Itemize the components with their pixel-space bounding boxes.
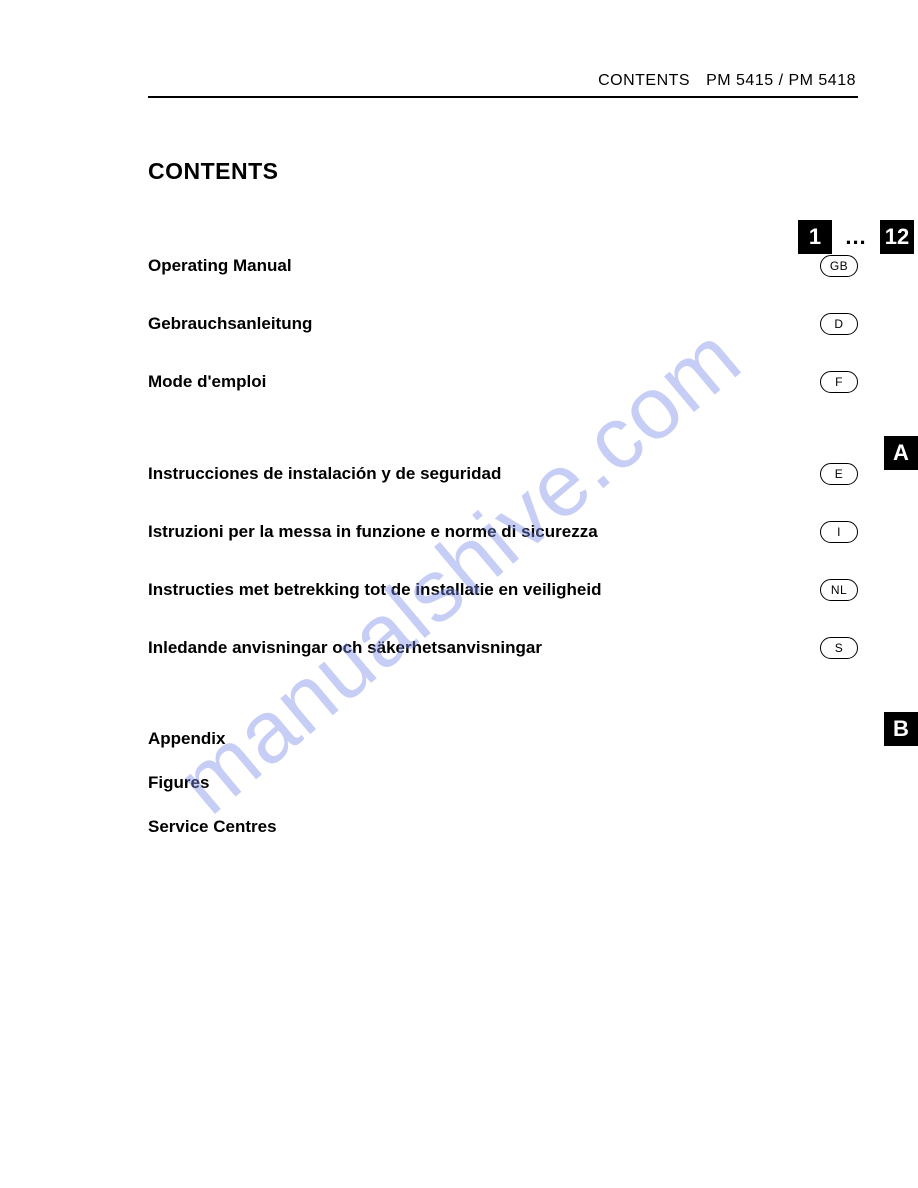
appendix-item: Figures xyxy=(148,773,858,793)
contents-row: Operating Manual GB xyxy=(148,255,858,277)
tab-letter: B xyxy=(884,712,918,746)
contents-row: Instructies met betrekking tot de instal… xyxy=(148,579,858,601)
tab-letter: A xyxy=(884,436,918,470)
section-tab-b: B xyxy=(798,712,918,746)
contents-label: Instrucciones de instalación y de seguri… xyxy=(148,464,501,484)
contents-row: Istruzioni per la messa in funzione e no… xyxy=(148,521,858,543)
contents-label: Gebrauchsanleitung xyxy=(148,314,312,334)
lang-badge: D xyxy=(820,313,858,335)
page-title: CONTENTS xyxy=(148,158,858,185)
header-label: CONTENTS xyxy=(598,72,690,90)
page-range-tab: 1 ... 12 xyxy=(798,220,918,254)
contents-label: Instructies met betrekking tot de instal… xyxy=(148,580,601,600)
lang-badge: F xyxy=(820,371,858,393)
contents-list: Operating Manual GB Gebrauchsanleitung D… xyxy=(148,255,858,837)
section-tab-a: A xyxy=(798,436,918,470)
lang-badge: I xyxy=(820,521,858,543)
appendix-item: Service Centres xyxy=(148,817,858,837)
contents-label: Mode d'emploi xyxy=(148,372,266,392)
lang-badge: NL xyxy=(820,579,858,601)
contents-row: Mode d'emploi F xyxy=(148,371,858,393)
page-to-tab: 12 xyxy=(880,220,914,254)
contents-row: Inledande anvisningar och säkerhetsanvis… xyxy=(148,637,858,659)
appendix-item: Appendix xyxy=(148,729,858,749)
lang-badge: S xyxy=(820,637,858,659)
page-from-tab: 1 xyxy=(798,220,832,254)
ellipsis: ... xyxy=(842,226,870,248)
contents-label: Operating Manual xyxy=(148,256,292,276)
contents-row: Gebrauchsanleitung D xyxy=(148,313,858,335)
header: CONTENTS PM 5415 / PM 5418 xyxy=(148,72,858,98)
appendix-list: Appendix Figures Service Centres xyxy=(148,729,858,837)
header-model: PM 5415 / PM 5418 xyxy=(706,72,856,90)
contents-row: Instrucciones de instalación y de seguri… xyxy=(148,463,858,485)
lang-badge: GB xyxy=(820,255,858,277)
contents-label: Inledande anvisningar och säkerhetsanvis… xyxy=(148,638,542,658)
contents-label: Istruzioni per la messa in funzione e no… xyxy=(148,522,598,542)
